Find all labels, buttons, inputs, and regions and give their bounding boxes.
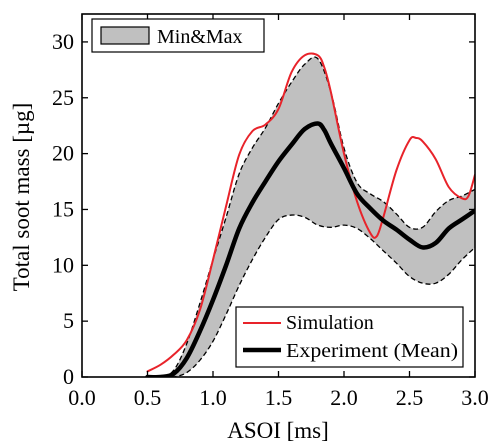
- x-tick-label: 2.5: [396, 385, 424, 410]
- y-tick-label: 10: [52, 252, 74, 277]
- x-tick-label: 2.0: [330, 385, 358, 410]
- x-tick-label: 1.5: [265, 385, 293, 410]
- y-tick-label: 5: [63, 308, 74, 333]
- legend-series: Simulation Experiment (Mean): [235, 306, 464, 368]
- x-tick-label: 0.0: [68, 385, 96, 410]
- x-tick-label: 0.5: [134, 385, 162, 410]
- band-lower-edge: [147, 214, 475, 377]
- y-tick-label: 20: [52, 141, 74, 166]
- minmax-band: [147, 57, 475, 377]
- legend-minmax: Min&Max: [91, 18, 265, 53]
- legend-series-box: [235, 306, 464, 368]
- band-upper-edge: [147, 56, 475, 377]
- y-tick-label: 0: [63, 364, 74, 389]
- legend-simulation-label: Simulation: [286, 312, 374, 334]
- y-axis-label: Total soot mass [µg]: [9, 103, 34, 292]
- legend-minmax-label: Min&Max: [157, 26, 243, 48]
- legend-minmax-swatch: [100, 26, 150, 45]
- simulation-line: [146, 52, 475, 373]
- x-axis-label: ASOI [ms]: [227, 418, 329, 443]
- y-tick-label: 25: [52, 85, 74, 110]
- x-tick-label: 3.0: [461, 385, 489, 410]
- experiment-mean-line: [145, 121, 475, 377]
- y-tick-label: 30: [52, 29, 74, 54]
- x-tick-label: 1.0: [199, 385, 227, 410]
- y-tick-label: 15: [52, 196, 74, 221]
- legend-experiment-label: Experiment (Mean): [286, 340, 458, 362]
